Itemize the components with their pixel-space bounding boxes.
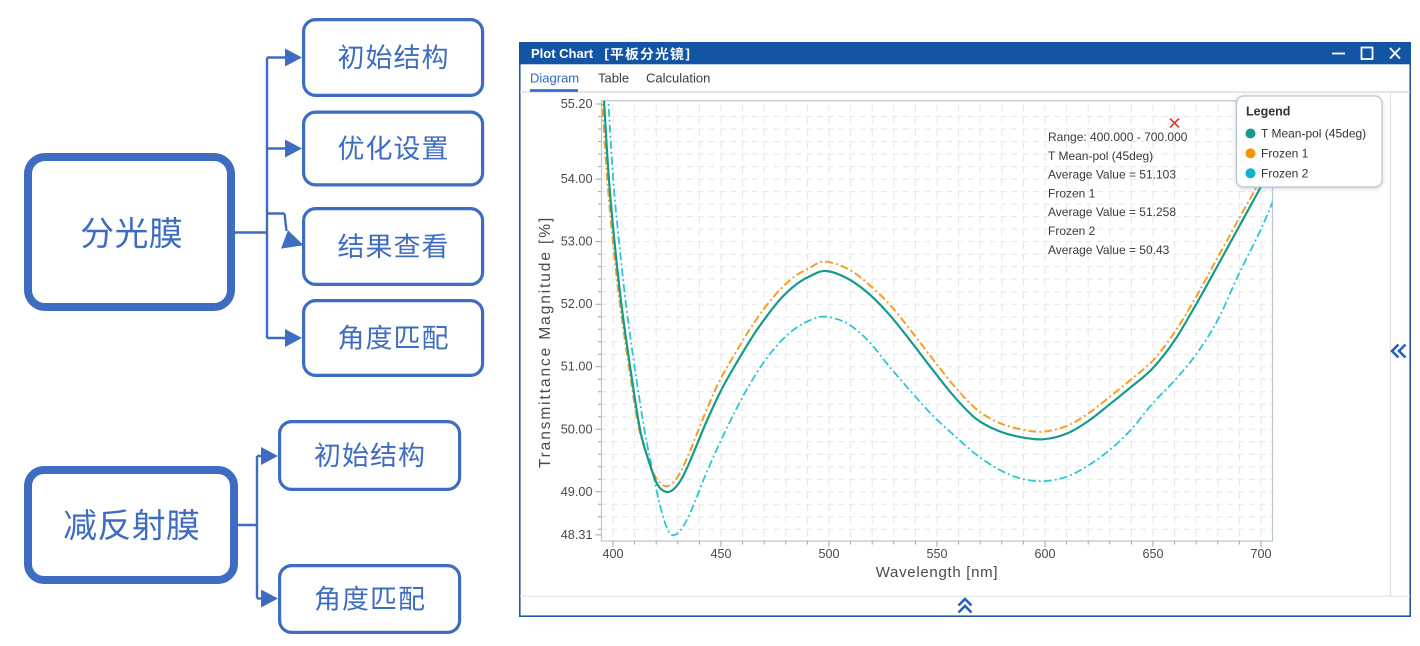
svg-text:50.00: 50.00	[561, 422, 593, 436]
svg-text:500: 500	[818, 547, 839, 561]
svg-text:Wavelength [nm]: Wavelength [nm]	[876, 564, 999, 581]
svg-text:Range: 400.000 - 700.000: Range: 400.000 - 700.000	[1048, 130, 1188, 144]
svg-text:Frozen 2: Frozen 2	[1261, 167, 1309, 181]
svg-text:700: 700	[1250, 547, 1271, 561]
svg-text:Frozen 1: Frozen 1	[1048, 186, 1096, 200]
svg-text:Legend: Legend	[1246, 105, 1290, 119]
svg-text:Diagram: Diagram	[530, 71, 579, 86]
svg-text:55.20: 55.20	[561, 97, 593, 111]
svg-text:450: 450	[710, 547, 731, 561]
svg-text:Average Value = 51.103: Average Value = 51.103	[1048, 168, 1176, 182]
svg-text:600: 600	[1034, 547, 1055, 561]
svg-text:51.00: 51.00	[561, 360, 593, 374]
svg-text:54.00: 54.00	[561, 172, 593, 186]
svg-text:Average Value = 50.43: Average Value = 50.43	[1048, 243, 1170, 257]
svg-text:Plot Chart: Plot Chart	[531, 46, 594, 61]
svg-text:550: 550	[926, 547, 947, 561]
svg-text:Frozen 1: Frozen 1	[1261, 147, 1309, 161]
svg-text:[: [	[605, 46, 610, 61]
svg-text:53.00: 53.00	[561, 235, 593, 249]
svg-text:Calculation: Calculation	[646, 71, 710, 86]
svg-text:Frozen 2: Frozen 2	[1048, 224, 1096, 238]
svg-text:650: 650	[1142, 547, 1163, 561]
svg-text:400: 400	[602, 547, 623, 561]
svg-text:Table: Table	[598, 71, 629, 86]
svg-text:Average Value = 51.258: Average Value = 51.258	[1048, 205, 1176, 219]
svg-text:52.00: 52.00	[561, 297, 593, 311]
svg-text:Transmittance Magnitude [%]: Transmittance Magnitude [%]	[537, 216, 554, 468]
svg-text:]: ]	[686, 46, 690, 61]
svg-text:49.00: 49.00	[561, 485, 593, 499]
svg-text:48.31: 48.31	[561, 528, 593, 542]
svg-text:T Mean-pol (45deg): T Mean-pol (45deg)	[1261, 127, 1366, 141]
svg-text:T Mean-pol (45deg): T Mean-pol (45deg)	[1048, 149, 1153, 163]
